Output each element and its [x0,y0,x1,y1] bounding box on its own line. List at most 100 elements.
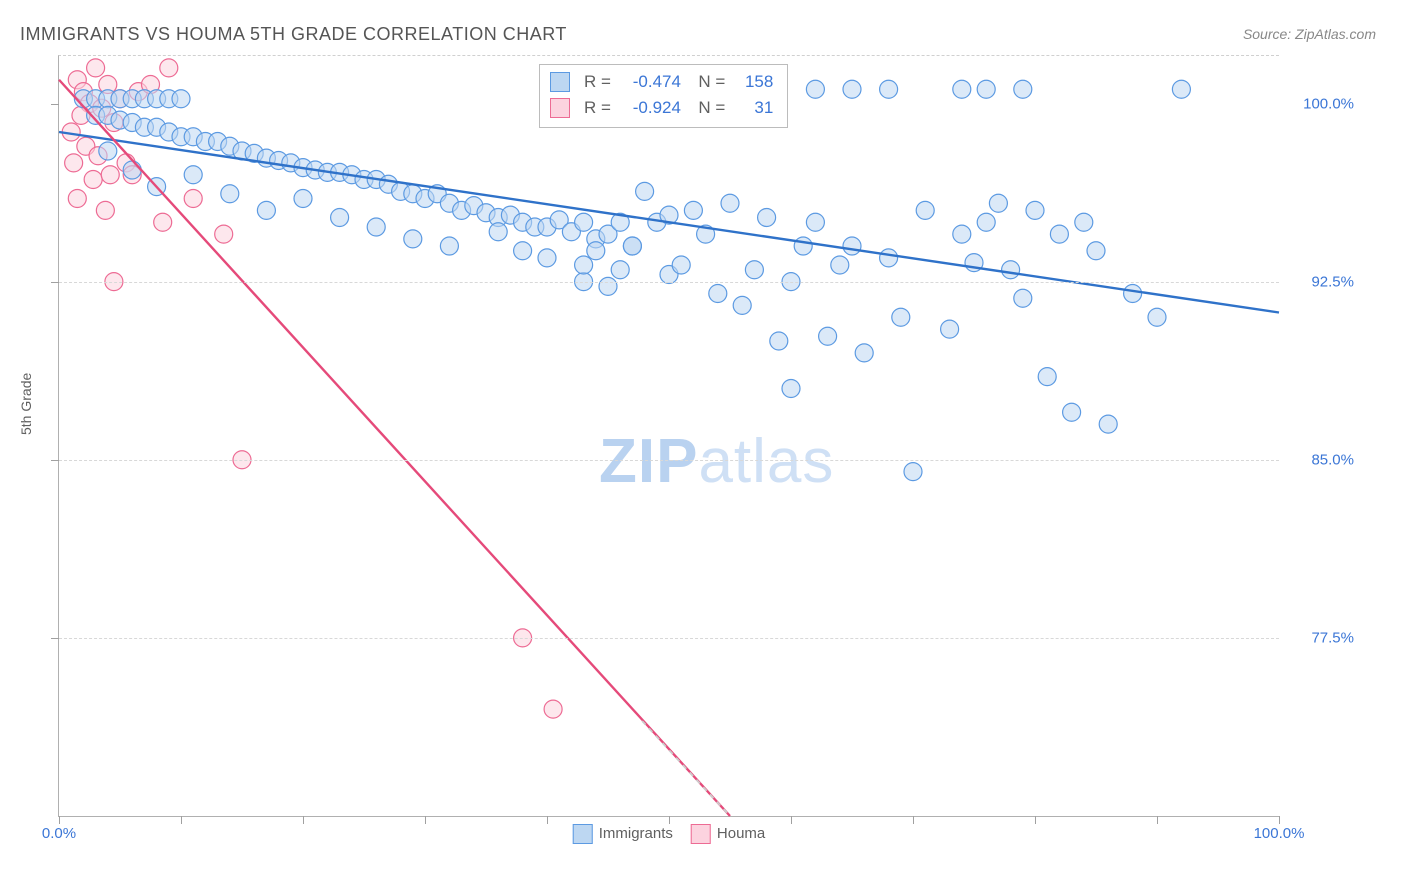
scatter-point [99,142,117,160]
plot-area: ZIPatlas R =-0.474 N =158R =-0.924 N =31… [58,55,1279,817]
scatter-point [770,332,788,350]
legend-swatch [550,72,570,92]
axis-legend-label: Houma [717,825,765,842]
scatter-point [215,225,233,243]
scatter-point [709,285,727,303]
x-tick [425,816,426,824]
x-tick [791,816,792,824]
scatter-point [672,256,690,274]
scatter-point [489,223,507,241]
x-tick [547,816,548,824]
scatter-point [154,213,172,231]
x-tick [669,816,670,824]
scatter-point [1124,285,1142,303]
legend-n-label: N = [689,95,725,121]
scatter-point [636,182,654,200]
scatter-point [977,80,995,98]
axis-legend-item: Houma [691,824,765,844]
scatter-point [904,463,922,481]
scatter-point [294,190,312,208]
scatter-point [1075,213,1093,231]
scatter-point [599,277,617,295]
scatter-point [1026,201,1044,219]
y-tick-label: 100.0% [1303,95,1354,112]
legend-row: R = -0.924 N = 31 [550,95,773,121]
x-axis-max-label: 100.0% [1254,825,1305,842]
scatter-point [96,201,114,219]
y-axis-label: 5th Grade [18,373,34,435]
x-tick [1157,816,1158,824]
scatter-point [587,242,605,260]
legend-swatch [550,98,570,118]
scatter-point [758,209,776,227]
scatter-point [831,256,849,274]
scatter-point [101,166,119,184]
scatter-point [819,327,837,345]
scatter-point [440,237,458,255]
scatter-point [404,230,422,248]
scatter-point [87,59,105,77]
scatter-point [721,194,739,212]
scatter-point [843,237,861,255]
scatter-point [575,256,593,274]
series-legend: Immigrants Houma [573,824,766,844]
scatter-point [65,154,83,172]
axis-legend-item: Immigrants [573,824,673,844]
scatter-point [806,80,824,98]
scatter-point [611,261,629,279]
trend-line [59,132,1279,313]
x-tick [59,816,60,824]
scatter-point [544,700,562,718]
legend-row: R =-0.474 N =158 [550,69,773,95]
scatter-point [68,190,86,208]
scatter-point [782,380,800,398]
scatter-point [941,320,959,338]
scatter-point [892,308,910,326]
scatter-point [623,237,641,255]
scatter-point [1002,261,1020,279]
scatter-point [977,213,995,231]
legend-swatch [573,824,593,844]
scatter-point [880,249,898,267]
gridline [59,460,1279,461]
scatter-point [916,201,934,219]
scatter-point [575,213,593,231]
scatter-point [953,225,971,243]
x-tick [1279,816,1280,824]
y-tick [51,460,59,461]
scatter-point [184,166,202,184]
y-tick-label: 85.0% [1311,451,1354,468]
legend-swatch [691,824,711,844]
scatter-point [855,344,873,362]
scatter-point [331,209,349,227]
y-tick [51,638,59,639]
legend-n-value: 31 [733,95,773,121]
y-tick-label: 77.5% [1311,629,1354,646]
legend-r-value: -0.924 [619,95,681,121]
scatter-point [806,213,824,231]
scatter-point [745,261,763,279]
scatter-point [514,242,532,260]
scatter-point [123,161,141,179]
y-tick [51,282,59,283]
correlation-legend: R =-0.474 N =158R =-0.924 N =31 [539,64,788,128]
scatter-point [1063,403,1081,421]
y-tick [51,104,59,105]
gridline [59,638,1279,639]
scatter-point [953,80,971,98]
scatter-point [684,201,702,219]
scatter-point [1038,368,1056,386]
scatter-point [172,90,190,108]
x-tick [1035,816,1036,824]
scatter-point [1087,242,1105,260]
scatter-point [1148,308,1166,326]
legend-n-label: N = [689,69,725,95]
scatter-point [221,185,239,203]
legend-r-label: R = [584,95,611,121]
source-label: Source: ZipAtlas.com [1243,26,1376,42]
y-tick-label: 92.5% [1311,273,1354,290]
axis-legend-label: Immigrants [599,825,673,842]
legend-n-value: 158 [733,69,773,95]
scatter-point [1172,80,1190,98]
chart-canvas [59,56,1279,816]
